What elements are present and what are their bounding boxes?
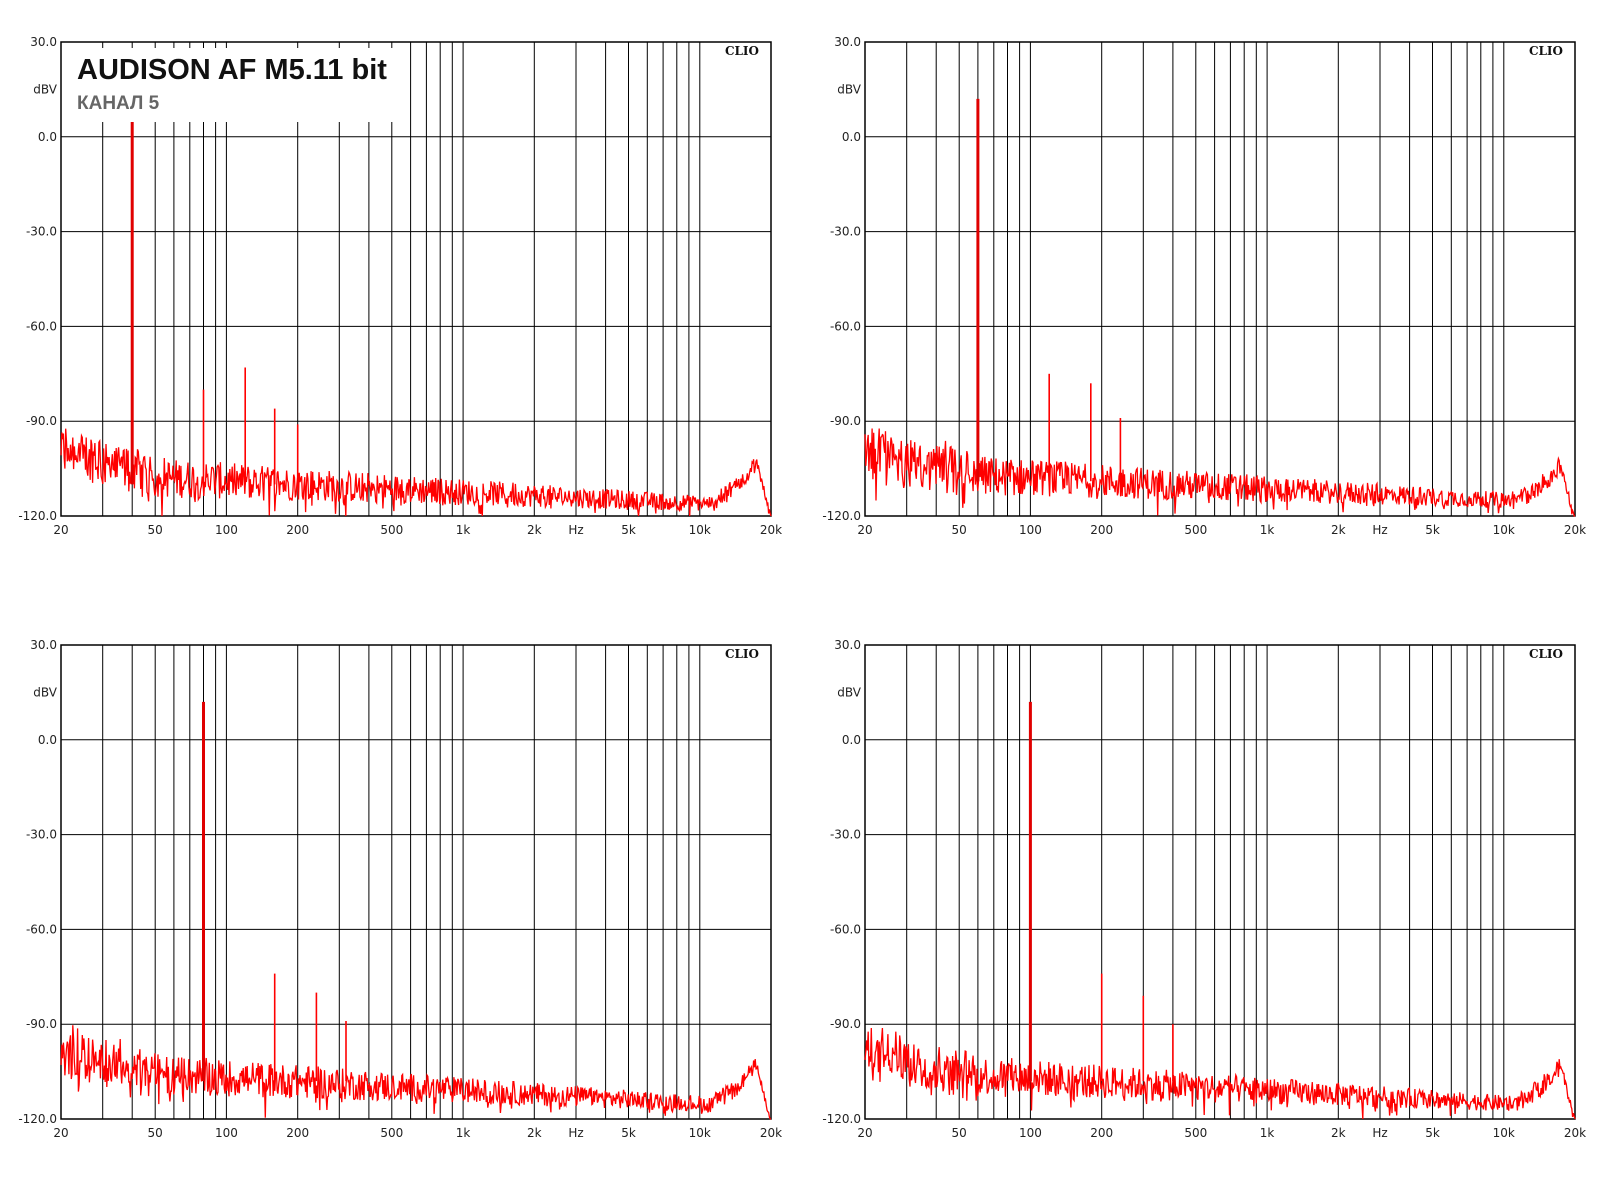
- y-tick-label: dBV: [33, 82, 57, 96]
- x-tick-label: 10k: [1493, 523, 1515, 537]
- x-tick-label: 200: [286, 523, 309, 537]
- x-tick-label: 100: [1019, 523, 1042, 537]
- x-tick-label: 10k: [689, 1126, 711, 1140]
- x-tick-label: 1k: [1260, 1126, 1275, 1140]
- title-background: [66, 48, 394, 122]
- plot-frame: [864, 644, 1576, 1120]
- x-tick-label: 10k: [1493, 1126, 1515, 1140]
- y-tick-label: -120.0: [822, 1112, 861, 1126]
- y-tick-label: -30.0: [26, 828, 57, 842]
- x-tick-label: 500: [380, 523, 403, 537]
- y-tick-label: dBV: [33, 685, 57, 699]
- y-tick-label: 0.0: [842, 733, 861, 747]
- y-tick-label: -120.0: [18, 1112, 57, 1126]
- x-tick-label: 100: [215, 523, 238, 537]
- y-tick-label: dBV: [837, 82, 861, 96]
- y-tick-label: dBV: [837, 685, 861, 699]
- x-tick-label: Hz: [568, 523, 583, 537]
- x-tick-label: 200: [1090, 1126, 1113, 1140]
- x-tick-label: 5k: [1425, 523, 1440, 537]
- clio-brand-label: CLIO: [1529, 44, 1563, 58]
- x-tick-label: 20: [857, 523, 872, 537]
- y-tick-label: -30.0: [830, 225, 861, 239]
- y-tick-label: 30.0: [30, 638, 57, 652]
- x-tick-label: 2k: [527, 1126, 542, 1140]
- y-tick-label: 0.0: [38, 130, 57, 144]
- x-tick-label: 50: [148, 523, 163, 537]
- spectrum-panel-top-right: 30.0 dBV 0.0 -30.0 -60.0 -90.0 -120.020 50 100 20…: [822, 35, 1586, 537]
- y-tick-label: -120.0: [18, 509, 57, 523]
- noise-trace: [864, 428, 1575, 517]
- noise-trace: [60, 428, 772, 517]
- figure-subtitle: КАНАЛ 5: [77, 93, 160, 114]
- x-tick-label: 500: [1184, 1126, 1207, 1140]
- figure-title: AUDISON AF M5.11 bit: [77, 54, 387, 86]
- plot-frame: [60, 644, 772, 1120]
- y-tick-label: -60.0: [830, 319, 861, 333]
- x-tick-label: 5k: [621, 1126, 636, 1140]
- x-tick-label: 2k: [1331, 1126, 1346, 1140]
- x-tick-label: 20: [53, 523, 68, 537]
- clio-brand-label: CLIO: [725, 44, 759, 58]
- plot-frame: [864, 41, 1576, 517]
- y-tick-label: -90.0: [830, 414, 861, 428]
- y-tick-label: 30.0: [834, 638, 861, 652]
- x-tick-label: 100: [215, 1126, 238, 1140]
- clio-brand-label: CLIO: [725, 647, 759, 661]
- y-tick-label: -90.0: [830, 1017, 861, 1031]
- x-tick-label: Hz: [568, 1126, 583, 1140]
- x-tick-label: 5k: [621, 523, 636, 537]
- x-tick-label: 20: [53, 1126, 68, 1140]
- y-tick-label: 30.0: [834, 35, 861, 49]
- plot-frame: [60, 41, 772, 517]
- x-tick-label: 2k: [1331, 523, 1346, 537]
- x-tick-label: 500: [1184, 523, 1207, 537]
- x-tick-label: Hz: [1372, 523, 1387, 537]
- y-tick-label: -60.0: [26, 319, 57, 333]
- y-tick-label: -90.0: [26, 1017, 57, 1031]
- x-tick-label: 500: [380, 1126, 403, 1140]
- x-tick-label: 20k: [760, 523, 782, 537]
- y-tick-label: -30.0: [830, 828, 861, 842]
- y-tick-label: -90.0: [26, 414, 57, 428]
- spectrum-panel-bottom-right: 30.0 dBV 0.0 -30.0 -60.0 -90.0 -120.020 50 100 20…: [822, 638, 1586, 1140]
- x-tick-label: Hz: [1372, 1126, 1387, 1140]
- figure-title-block: AUDISON AF M5.11 bit КАНАЛ 5: [66, 48, 394, 122]
- x-tick-label: 1k: [456, 523, 471, 537]
- y-tick-label: -30.0: [26, 225, 57, 239]
- x-tick-label: 50: [952, 523, 967, 537]
- x-tick-label: 20k: [760, 1126, 782, 1140]
- y-tick-label: 0.0: [38, 733, 57, 747]
- x-tick-label: 2k: [527, 523, 542, 537]
- x-tick-label: 50: [148, 1126, 163, 1140]
- x-tick-label: 50: [952, 1126, 967, 1140]
- x-tick-label: 100: [1019, 1126, 1042, 1140]
- x-tick-label: 200: [1090, 523, 1113, 537]
- x-tick-label: 20: [857, 1126, 872, 1140]
- spectrum-panel-bottom-left: 30.0 dBV 0.0 -30.0 -60.0 -90.0 -120.020 50 100 20…: [18, 638, 782, 1140]
- clio-brand-label: CLIO: [1529, 647, 1563, 661]
- noise-trace: [60, 1025, 771, 1120]
- y-tick-label: -60.0: [26, 922, 57, 936]
- x-tick-label: 5k: [1425, 1126, 1440, 1140]
- y-tick-label: 30.0: [30, 35, 57, 49]
- x-tick-label: 1k: [456, 1126, 471, 1140]
- y-tick-label: 0.0: [842, 130, 861, 144]
- noise-trace: [864, 1027, 1576, 1120]
- x-tick-label: 200: [286, 1126, 309, 1140]
- x-tick-label: 1k: [1260, 523, 1275, 537]
- x-tick-label: 10k: [689, 523, 711, 537]
- y-tick-label: -60.0: [830, 922, 861, 936]
- x-tick-label: 20k: [1564, 1126, 1586, 1140]
- y-tick-label: -120.0: [822, 509, 861, 523]
- x-tick-label: 20k: [1564, 523, 1586, 537]
